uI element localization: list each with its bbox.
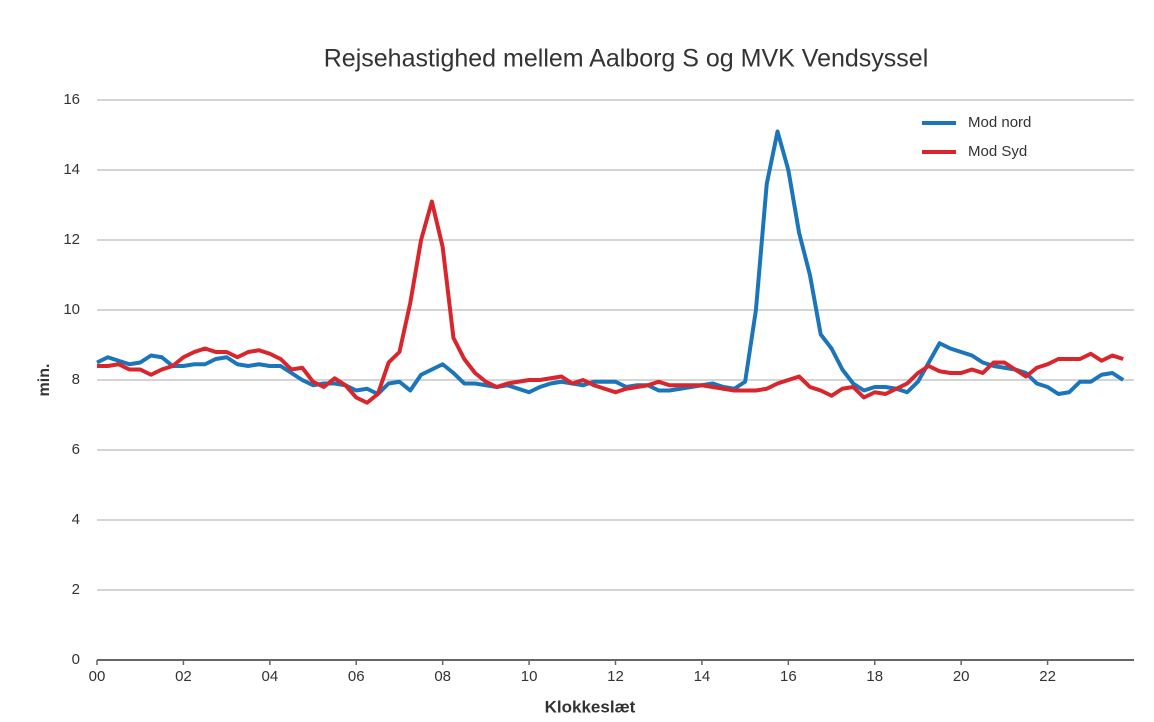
y-tick-label: 8	[72, 371, 80, 388]
x-tick-label: 22	[1039, 668, 1056, 685]
y-axis-label: min.	[36, 364, 53, 397]
x-tick-label: 00	[89, 668, 106, 685]
y-tick-label: 12	[63, 231, 80, 248]
line-series	[97, 199, 1124, 405]
x-tick-label: 12	[607, 668, 624, 685]
x-tick-label: 18	[866, 668, 883, 685]
y-tick-label: 0	[72, 651, 80, 668]
x-axis-label: Klokkeslæt	[545, 697, 636, 716]
x-tick-label: 10	[521, 668, 538, 685]
y-tick-label: 14	[63, 161, 80, 178]
line-series	[96, 129, 1125, 396]
x-tick-label: 16	[780, 668, 797, 685]
y-tick-label: 2	[72, 581, 80, 598]
legend-label: Mod Syd	[968, 143, 1027, 160]
legend-label: Mod nord	[968, 114, 1031, 131]
y-tick-label: 10	[63, 301, 80, 318]
x-tick-label: 02	[175, 668, 192, 685]
chart-title: Rejsehastighed mellem Aalborg S og MVK V…	[324, 45, 929, 73]
y-tick-label: 16	[63, 91, 80, 108]
x-tick-label: 06	[348, 668, 365, 685]
x-tick-label: 14	[694, 668, 711, 685]
y-tick-label: 6	[72, 441, 80, 458]
x-tick-label: 20	[953, 668, 970, 685]
x-tick-label: 04	[261, 668, 278, 685]
y-tick-label: 4	[72, 511, 80, 528]
x-tick-label: 08	[434, 668, 451, 685]
